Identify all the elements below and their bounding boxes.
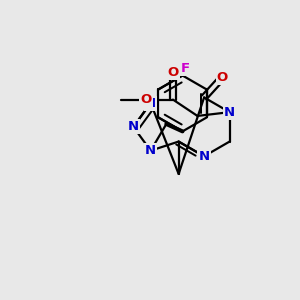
Text: N: N (224, 106, 235, 119)
Text: O: O (140, 93, 152, 106)
Text: N: N (145, 144, 156, 157)
Text: F: F (181, 61, 190, 75)
Text: O: O (217, 71, 228, 84)
Text: O: O (167, 66, 178, 79)
Text: N: N (128, 120, 139, 134)
Text: N: N (145, 97, 156, 110)
Text: N: N (199, 150, 210, 163)
